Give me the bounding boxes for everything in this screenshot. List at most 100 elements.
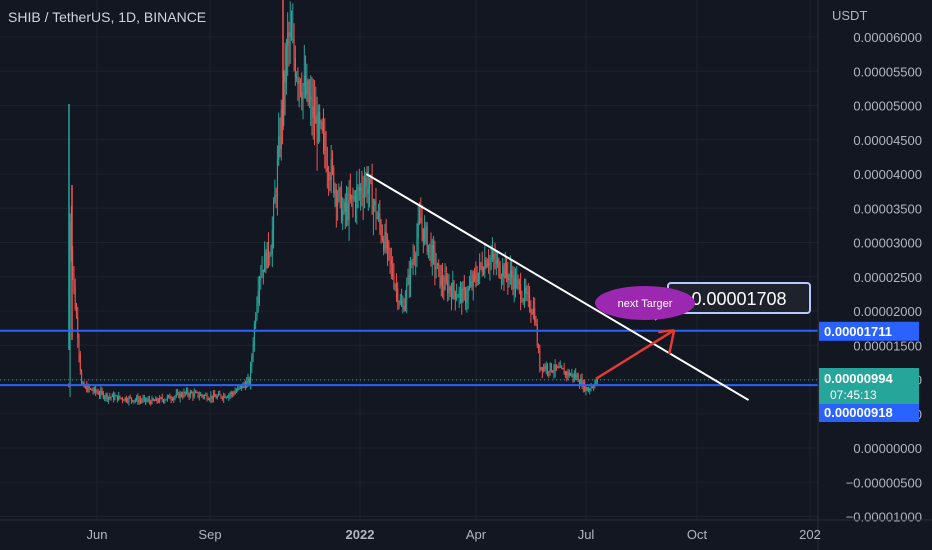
candle-body <box>416 238 418 257</box>
candle-body <box>587 389 589 391</box>
candle-body <box>274 195 276 204</box>
candle-body <box>472 273 474 287</box>
candle-body <box>534 307 536 323</box>
price-tick-label: 0.00005000 <box>853 99 922 114</box>
candle-body <box>116 395 118 401</box>
candle-body <box>169 395 171 400</box>
candle-body <box>152 398 154 401</box>
candle-body <box>234 391 236 395</box>
candle-body <box>241 385 243 389</box>
lower-line-price-label: 0.00000918 <box>824 405 893 420</box>
candle-body <box>192 393 194 397</box>
target-bubble[interactable] <box>595 286 695 320</box>
candle-body <box>228 394 230 397</box>
candle-body <box>357 187 359 189</box>
candle-body <box>421 223 423 229</box>
candle-body <box>91 388 93 391</box>
candle-body <box>137 397 139 402</box>
candle-body <box>127 400 129 402</box>
candle-body <box>206 394 208 400</box>
candle-body <box>90 388 92 390</box>
candle-body <box>445 277 447 282</box>
candle-body <box>395 286 397 289</box>
candle-body <box>203 395 205 397</box>
candle-body <box>256 303 258 318</box>
candle-body <box>570 374 572 376</box>
candle-body <box>138 399 140 402</box>
candle-body <box>595 379 597 384</box>
candle-body <box>484 259 486 274</box>
candle-body <box>346 202 348 212</box>
trend-line[interactable] <box>365 173 750 401</box>
candle-body <box>291 31 293 40</box>
time-tick-label: Oct <box>687 527 708 542</box>
candle-body <box>301 91 303 100</box>
candle-body <box>159 397 161 402</box>
candle-body <box>506 262 508 274</box>
candle-body <box>302 85 304 100</box>
candle-body <box>216 395 218 399</box>
candle-body <box>517 279 519 281</box>
candle-body <box>491 253 493 258</box>
candle-body <box>188 394 190 396</box>
candle-body <box>315 115 317 124</box>
candle-body <box>520 284 522 300</box>
time-tick-label: Jul <box>578 527 595 542</box>
candle-body <box>88 386 90 389</box>
candle-body <box>389 248 391 260</box>
candle-body <box>495 259 497 264</box>
time-tick-label: 202 <box>799 527 821 542</box>
candle-body <box>75 308 77 317</box>
candle-body <box>454 291 456 299</box>
candle-body <box>210 395 212 400</box>
candle-body <box>388 241 390 249</box>
candle-body <box>344 202 346 212</box>
candle-body <box>164 400 166 402</box>
candle-body <box>87 386 89 392</box>
candle-body <box>489 258 491 265</box>
candle-body <box>239 385 241 388</box>
candle-body <box>590 387 592 390</box>
price-axis[interactable]: USDT 0.00006000 0.00005500 0.00005000 0.0000… <box>817 0 922 550</box>
arrow-head <box>658 328 675 334</box>
candle-body <box>413 258 415 260</box>
price-tick-label: 0.00003000 <box>853 236 922 251</box>
candle-body <box>553 370 555 372</box>
candle-body <box>596 379 598 382</box>
candle-body <box>479 262 481 273</box>
candle-body <box>171 399 173 401</box>
candle-body <box>329 179 331 181</box>
candle-body <box>375 200 377 219</box>
candle-body <box>227 396 229 398</box>
price-tick-label: −0.00001000 <box>846 510 922 525</box>
candle-body <box>360 187 362 192</box>
candle-body <box>402 305 404 307</box>
candle-body <box>109 396 111 398</box>
candle-body <box>575 374 577 378</box>
candle-body <box>399 300 401 303</box>
candle-body <box>73 267 75 288</box>
candle-body <box>312 105 314 119</box>
candle-body <box>385 231 387 249</box>
candle-body <box>365 177 367 187</box>
candle-body <box>452 282 454 299</box>
candle-body <box>224 395 226 398</box>
candle-body <box>189 392 191 396</box>
candle-body <box>552 371 554 373</box>
arrow-line[interactable] <box>595 329 675 380</box>
candle-body <box>550 363 552 372</box>
price-tick-label: −0.00000500 <box>846 475 922 490</box>
candle-body <box>557 366 559 368</box>
candle-body <box>235 390 237 392</box>
candle-body <box>111 394 113 398</box>
candle-body <box>179 393 181 398</box>
candle-body <box>248 378 250 384</box>
candle-body <box>401 300 403 306</box>
time-axis[interactable]: Jun Sep 2022 Apr Jul Oct 202 <box>0 519 932 542</box>
candle-body <box>404 299 406 310</box>
candle-body <box>476 279 478 283</box>
candle-body <box>523 287 525 300</box>
candle-body <box>102 392 104 398</box>
candle-body <box>146 400 148 402</box>
